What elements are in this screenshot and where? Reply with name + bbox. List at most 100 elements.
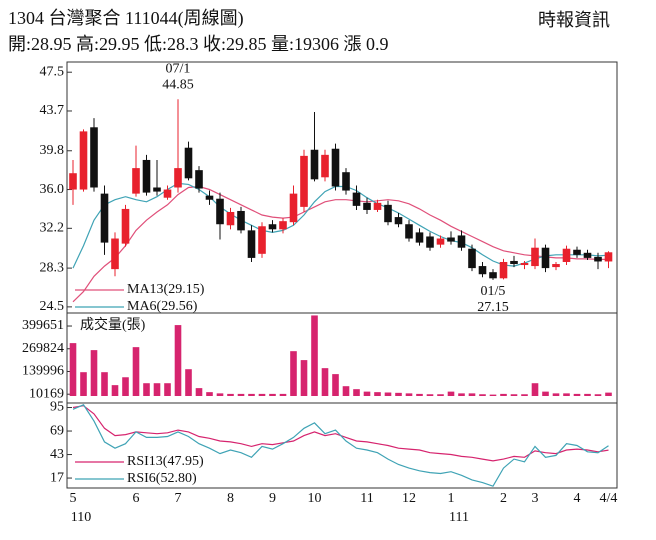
y-tick-label: 269824 xyxy=(22,341,64,356)
frame xyxy=(66,61,618,489)
x-tick-label: 12 xyxy=(402,491,416,506)
candle-body xyxy=(520,263,529,266)
legend-label: MA6(29.56) xyxy=(127,299,198,314)
x-sublabel: 111 xyxy=(449,510,469,525)
bar xyxy=(594,394,602,396)
annotation-date: 01/5 xyxy=(481,284,506,299)
y-tick-label: 139996 xyxy=(22,364,64,379)
bar xyxy=(269,393,276,396)
bar xyxy=(321,368,329,396)
candle-body xyxy=(405,224,413,239)
x-tick-label: 8 xyxy=(227,491,234,506)
candle-body xyxy=(111,238,119,270)
bar xyxy=(101,372,108,396)
quote: 開:28.95 高:29.95 低:28.3 收:29.85 量:19306 漲… xyxy=(8,34,389,54)
candle-body xyxy=(363,202,371,210)
candle-body xyxy=(100,193,109,243)
x-tick-label: 9 xyxy=(269,491,276,506)
bar xyxy=(563,393,570,396)
candle-body xyxy=(247,230,256,258)
bar xyxy=(185,369,192,396)
candle-body xyxy=(79,131,88,190)
bar xyxy=(531,383,539,396)
bar xyxy=(353,389,360,396)
legend-label: RSI13(47.95) xyxy=(127,454,204,469)
bar xyxy=(374,392,381,396)
bar xyxy=(216,393,224,396)
candle-body xyxy=(237,210,245,231)
bar xyxy=(605,392,612,396)
candle-body xyxy=(457,235,466,248)
bar xyxy=(248,393,255,396)
bar xyxy=(405,393,413,396)
bar xyxy=(342,386,350,396)
panel-title: 成交量(張) xyxy=(80,316,146,333)
chart-title: 1304 台灣聚合 111044(周線圖) xyxy=(8,8,244,29)
y-tick-label: 399651 xyxy=(22,318,64,333)
bar xyxy=(542,391,549,396)
candle-body xyxy=(132,168,140,194)
bar xyxy=(416,393,423,396)
candle-body xyxy=(300,155,308,207)
x-tick-label: 7 xyxy=(175,491,182,506)
y-tick-label: 24.5 xyxy=(40,299,65,314)
bar xyxy=(468,393,476,396)
bar xyxy=(584,393,591,396)
bar xyxy=(69,343,77,396)
candle-body xyxy=(331,148,340,187)
bar xyxy=(143,383,150,396)
bar xyxy=(426,394,434,396)
y-tick-label: 69 xyxy=(50,423,64,438)
candle-body xyxy=(384,204,392,223)
bar xyxy=(258,393,266,396)
candle-body xyxy=(289,193,298,223)
bar xyxy=(437,394,444,396)
bar xyxy=(279,393,287,396)
candle-body xyxy=(531,247,539,267)
candle-body xyxy=(541,247,550,269)
x-sublabel: 110 xyxy=(71,510,91,525)
bar xyxy=(395,392,402,396)
bar xyxy=(500,393,507,396)
y-tick-label: 39.8 xyxy=(40,143,65,158)
bar xyxy=(290,351,297,396)
candle-body xyxy=(195,170,203,189)
candle-body xyxy=(373,202,382,210)
candle-body xyxy=(321,154,329,178)
candle-body xyxy=(394,217,403,225)
x-tick-label: 3 xyxy=(532,491,539,506)
y-tick-label: 36.0 xyxy=(40,182,65,197)
candle-body xyxy=(594,256,602,262)
bar xyxy=(521,394,528,396)
bar xyxy=(153,383,161,396)
line xyxy=(72,404,609,487)
x-tick-label: 5 xyxy=(70,491,77,506)
bar xyxy=(510,394,518,396)
bar xyxy=(111,385,119,396)
bar xyxy=(458,393,465,396)
y-tick-label: 28.3 xyxy=(40,260,65,275)
bar xyxy=(80,372,87,396)
candle-body xyxy=(342,172,350,191)
y-tick-label: 95 xyxy=(50,400,64,415)
candle-body xyxy=(468,248,476,269)
bar xyxy=(300,360,308,396)
bar xyxy=(363,391,371,396)
candle-body xyxy=(426,236,434,248)
legend-label: RSI6(52.80) xyxy=(127,471,197,486)
source: 時報資訊 xyxy=(538,10,610,30)
annotation-date: 07/1 xyxy=(166,61,191,76)
candle-body xyxy=(573,249,581,255)
legend-label: MA13(29.15) xyxy=(127,282,205,297)
line xyxy=(72,182,609,269)
y-tick-label: 10169 xyxy=(29,386,64,401)
candle-body xyxy=(478,266,487,275)
x-tick-label: 11 xyxy=(360,491,373,506)
candle-body xyxy=(226,211,235,226)
candle-body xyxy=(499,261,508,279)
candle-body xyxy=(258,226,266,254)
annotation-value: 27.15 xyxy=(477,300,509,315)
bar xyxy=(573,393,581,396)
